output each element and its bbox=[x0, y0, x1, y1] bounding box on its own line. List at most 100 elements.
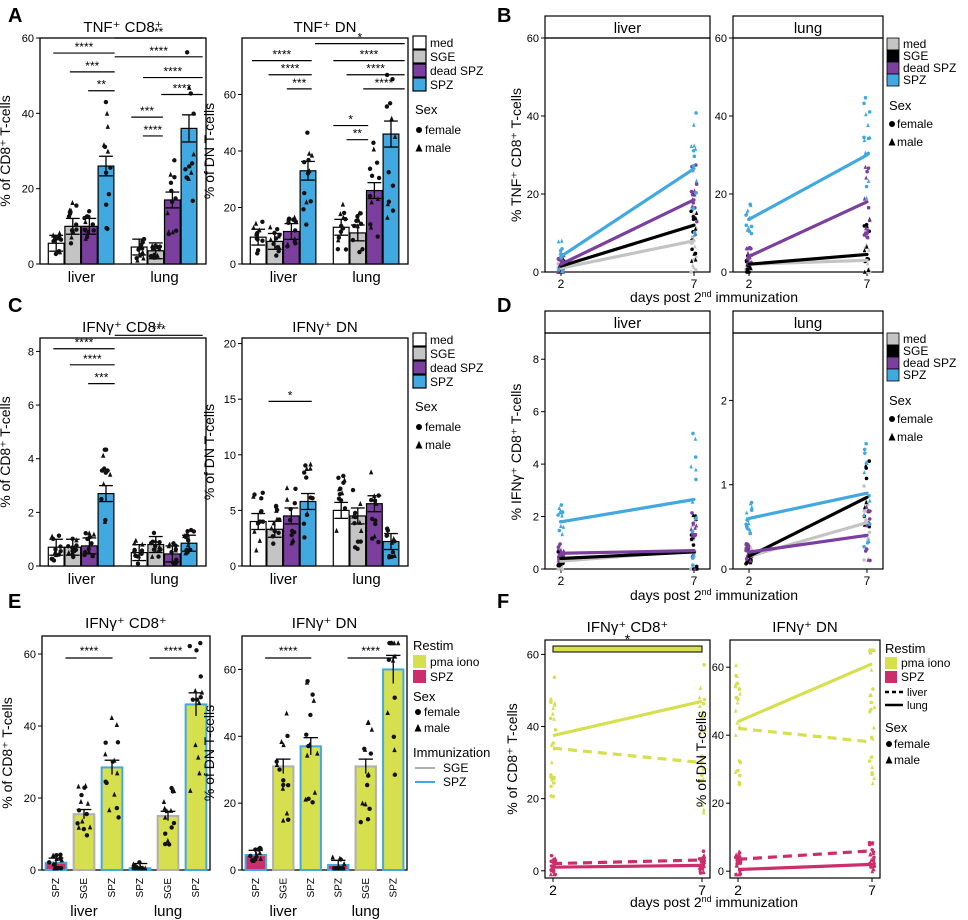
data-point bbox=[289, 528, 295, 534]
data-point bbox=[862, 137, 867, 143]
data-point bbox=[75, 821, 80, 826]
data-point bbox=[692, 232, 697, 237]
data-point bbox=[70, 200, 75, 206]
data-point bbox=[170, 229, 176, 235]
data-point bbox=[135, 257, 140, 263]
series-line bbox=[552, 699, 703, 738]
data-point bbox=[82, 215, 87, 221]
panel-letter: B bbox=[497, 5, 511, 27]
data-point bbox=[85, 234, 90, 240]
data-point bbox=[187, 164, 192, 169]
chart-title: TNF⁺ CD8⁺ bbox=[83, 19, 162, 36]
data-point bbox=[191, 111, 196, 116]
data-point bbox=[369, 497, 374, 503]
data-point bbox=[148, 540, 154, 546]
data-point bbox=[308, 199, 313, 204]
bar bbox=[354, 765, 377, 871]
data-point bbox=[735, 720, 739, 725]
data-point bbox=[862, 269, 867, 274]
data-point bbox=[870, 736, 875, 741]
data-point bbox=[549, 864, 554, 868]
data-point bbox=[274, 507, 280, 513]
data-point bbox=[385, 710, 390, 716]
data-point bbox=[744, 561, 748, 566]
line-chart-facet: lung 0 20 40 60 2 7 bbox=[715, 15, 884, 291]
data-point bbox=[168, 807, 174, 813]
data-point bbox=[164, 808, 169, 814]
data-point bbox=[372, 493, 377, 499]
data-point bbox=[866, 122, 870, 128]
data-point bbox=[284, 710, 289, 716]
data-point bbox=[169, 785, 174, 791]
data-point bbox=[139, 548, 145, 553]
data-point bbox=[188, 527, 194, 533]
data-point bbox=[865, 169, 869, 174]
panel-letter: C bbox=[8, 295, 22, 317]
data-point bbox=[867, 217, 872, 223]
x-axis-label-part: days post 2 bbox=[630, 289, 702, 305]
data-point bbox=[862, 101, 866, 106]
data-point bbox=[78, 798, 84, 804]
data-point bbox=[690, 247, 694, 252]
data-point bbox=[307, 168, 312, 174]
y-tick-label: 60 bbox=[712, 662, 724, 674]
data-point bbox=[340, 201, 346, 207]
data-point bbox=[76, 808, 82, 813]
data-point bbox=[114, 805, 120, 811]
data-point bbox=[734, 695, 739, 700]
data-point bbox=[395, 640, 401, 646]
data-point bbox=[868, 851, 873, 856]
data-point bbox=[867, 498, 872, 503]
data-point bbox=[84, 833, 90, 838]
plot-frame bbox=[729, 639, 881, 879]
data-point bbox=[689, 258, 694, 263]
data-point bbox=[863, 164, 868, 169]
series-line bbox=[747, 491, 869, 521]
x-axis-label-part: days post 2 bbox=[630, 894, 702, 910]
data-point bbox=[863, 451, 867, 455]
facet-label: liver bbox=[614, 20, 642, 37]
legend-title: Sex bbox=[415, 399, 438, 414]
legend-title: Restim bbox=[413, 638, 453, 653]
data-point bbox=[196, 754, 201, 760]
data-point bbox=[79, 792, 84, 798]
x-group-label: liver bbox=[70, 903, 98, 920]
data-point bbox=[350, 237, 356, 243]
series-line bbox=[747, 200, 869, 258]
y-tick-label: 20 bbox=[712, 798, 724, 810]
series-line bbox=[747, 252, 869, 266]
legend-swatch bbox=[412, 77, 427, 92]
significance-label: **** bbox=[83, 352, 102, 366]
data-point bbox=[701, 855, 706, 860]
data-point bbox=[868, 651, 873, 655]
data-point bbox=[135, 554, 140, 559]
data-point bbox=[360, 247, 365, 252]
legend-label: male bbox=[425, 438, 451, 452]
data-point bbox=[692, 566, 697, 571]
y-axis-label: % of CD8⁺ T-cells bbox=[0, 396, 13, 507]
data-point bbox=[744, 522, 748, 527]
legend-label: med bbox=[430, 36, 453, 50]
data-point bbox=[373, 500, 379, 506]
data-point bbox=[868, 840, 872, 845]
data-point bbox=[738, 861, 743, 866]
legend-swatch bbox=[412, 374, 427, 389]
data-point bbox=[69, 234, 74, 240]
data-point bbox=[385, 528, 391, 533]
data-point bbox=[114, 721, 120, 727]
data-point bbox=[106, 191, 112, 197]
data-point bbox=[375, 196, 381, 202]
legend-label: female bbox=[425, 420, 461, 434]
data-point bbox=[560, 257, 565, 262]
data-point bbox=[867, 247, 871, 252]
legend-label: female bbox=[894, 737, 930, 751]
data-point bbox=[57, 235, 62, 240]
data-point bbox=[53, 552, 59, 558]
data-point bbox=[140, 541, 145, 547]
data-point bbox=[306, 157, 311, 163]
data-point bbox=[376, 539, 381, 545]
data-point bbox=[198, 640, 203, 646]
data-point bbox=[744, 546, 749, 551]
data-point bbox=[376, 493, 381, 498]
